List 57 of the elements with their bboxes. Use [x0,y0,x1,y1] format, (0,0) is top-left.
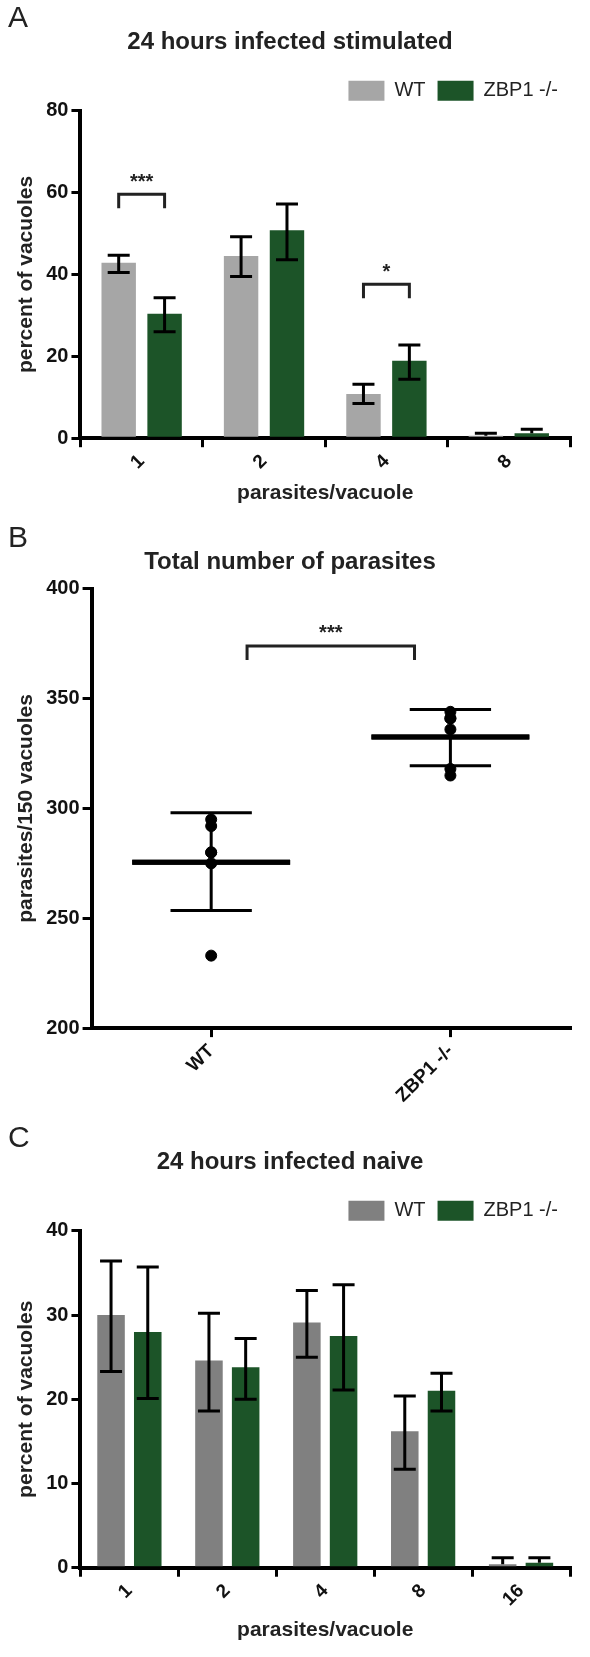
bar [195,1360,223,1567]
chart-title: 24 hours infected stimulated [127,27,453,55]
bar [147,313,182,437]
x-tick-label: 1 [125,449,149,473]
bar [269,230,305,437]
x-tick-label: 2 [248,449,271,473]
bar [231,1367,260,1567]
bar [392,360,427,437]
y-tick-label: 30 [46,1302,69,1325]
bar [427,1390,456,1567]
bar [346,394,381,437]
x-tick-label: 4 [309,1579,333,1602]
y-tick-label: 20 [46,1386,69,1409]
y-tick-label: 0 [57,1555,69,1578]
y-tick-label: 200 [46,1015,80,1038]
x-tick-label: 8 [407,1579,430,1602]
x-axis-title: parasites/vacuole [237,1617,414,1641]
chart-title: 24 hours infected naive [156,1147,424,1175]
legend-label: ZBP1 -/- [483,78,558,101]
y-tick-label: 300 [46,795,80,818]
annotation: * [382,259,391,282]
x-tick-label: 1 [113,1579,137,1602]
y-tick-label: 20 [46,343,69,366]
y-axis-title: percent of vacuoles [13,1300,37,1498]
y-tick-label: 250 [46,905,80,928]
y-tick-label: 60 [46,180,69,203]
y-tick-label: 400 [46,576,80,599]
bar [133,1331,162,1567]
legend-label: WT [394,78,426,101]
legend-label: WT [394,1198,426,1221]
legend-label: ZBP1 -/- [483,1198,558,1221]
x-tick-label: 16 [497,1579,528,1610]
bar [293,1322,321,1567]
chart-title: Total number of parasites [144,547,436,575]
y-tick-label: 350 [46,686,80,709]
bar [97,1315,125,1567]
bar [223,256,259,437]
bar [101,262,136,437]
y-tick-label: 80 [46,98,69,121]
annotation: *** [319,621,343,644]
y-axis-title: parasites/150 vacuoles [13,694,37,923]
bar [514,433,549,437]
y-tick-label: 0 [57,425,69,448]
y-tick-label: 40 [46,262,69,285]
x-tick-label: 4 [370,449,394,473]
text: C [8,1120,30,1154]
x-axis-title: parasites/vacuole [237,480,414,504]
bar [391,1431,419,1567]
text: A [8,0,29,34]
bar [329,1336,358,1567]
x-tick-label: 2 [211,1579,234,1602]
x-tick-label: 8 [493,449,516,473]
y-axis-title: percent of vacuoles [13,175,37,374]
y-tick-label: 40 [46,1218,69,1241]
y-tick-label: 10 [46,1471,69,1494]
text: B [8,520,29,554]
annotation: *** [129,169,154,192]
